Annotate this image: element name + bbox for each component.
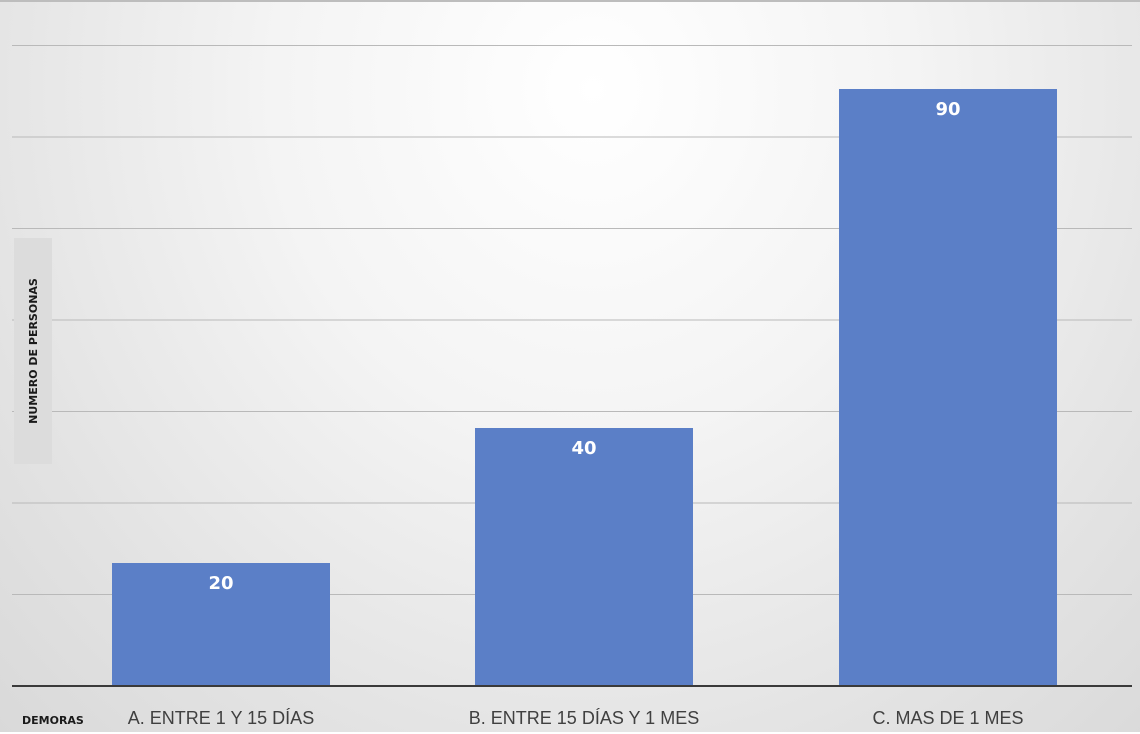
x-tick-label-2: B. ENTRE 15 DÍAS Y 1 MES [469,708,699,728]
x-axis-title: DEMORAS [22,714,84,727]
y-axis-title: NUMERO DE PERSONAS [27,278,40,424]
bar-3 [839,89,1057,686]
bars [112,89,1057,686]
bar-2 [475,428,693,686]
data-label-2: 40 [571,438,596,459]
data-label-1: 20 [208,573,233,594]
data-label-3: 90 [935,99,960,120]
x-tick-label-1: A. ENTRE 1 Y 15 DÍAS [128,708,314,728]
x-tick-label-3: C. MAS DE 1 MES [872,708,1023,728]
x-tick-labels: A. ENTRE 1 Y 15 DÍAS B. ENTRE 15 DÍAS Y 1… [128,708,1024,728]
